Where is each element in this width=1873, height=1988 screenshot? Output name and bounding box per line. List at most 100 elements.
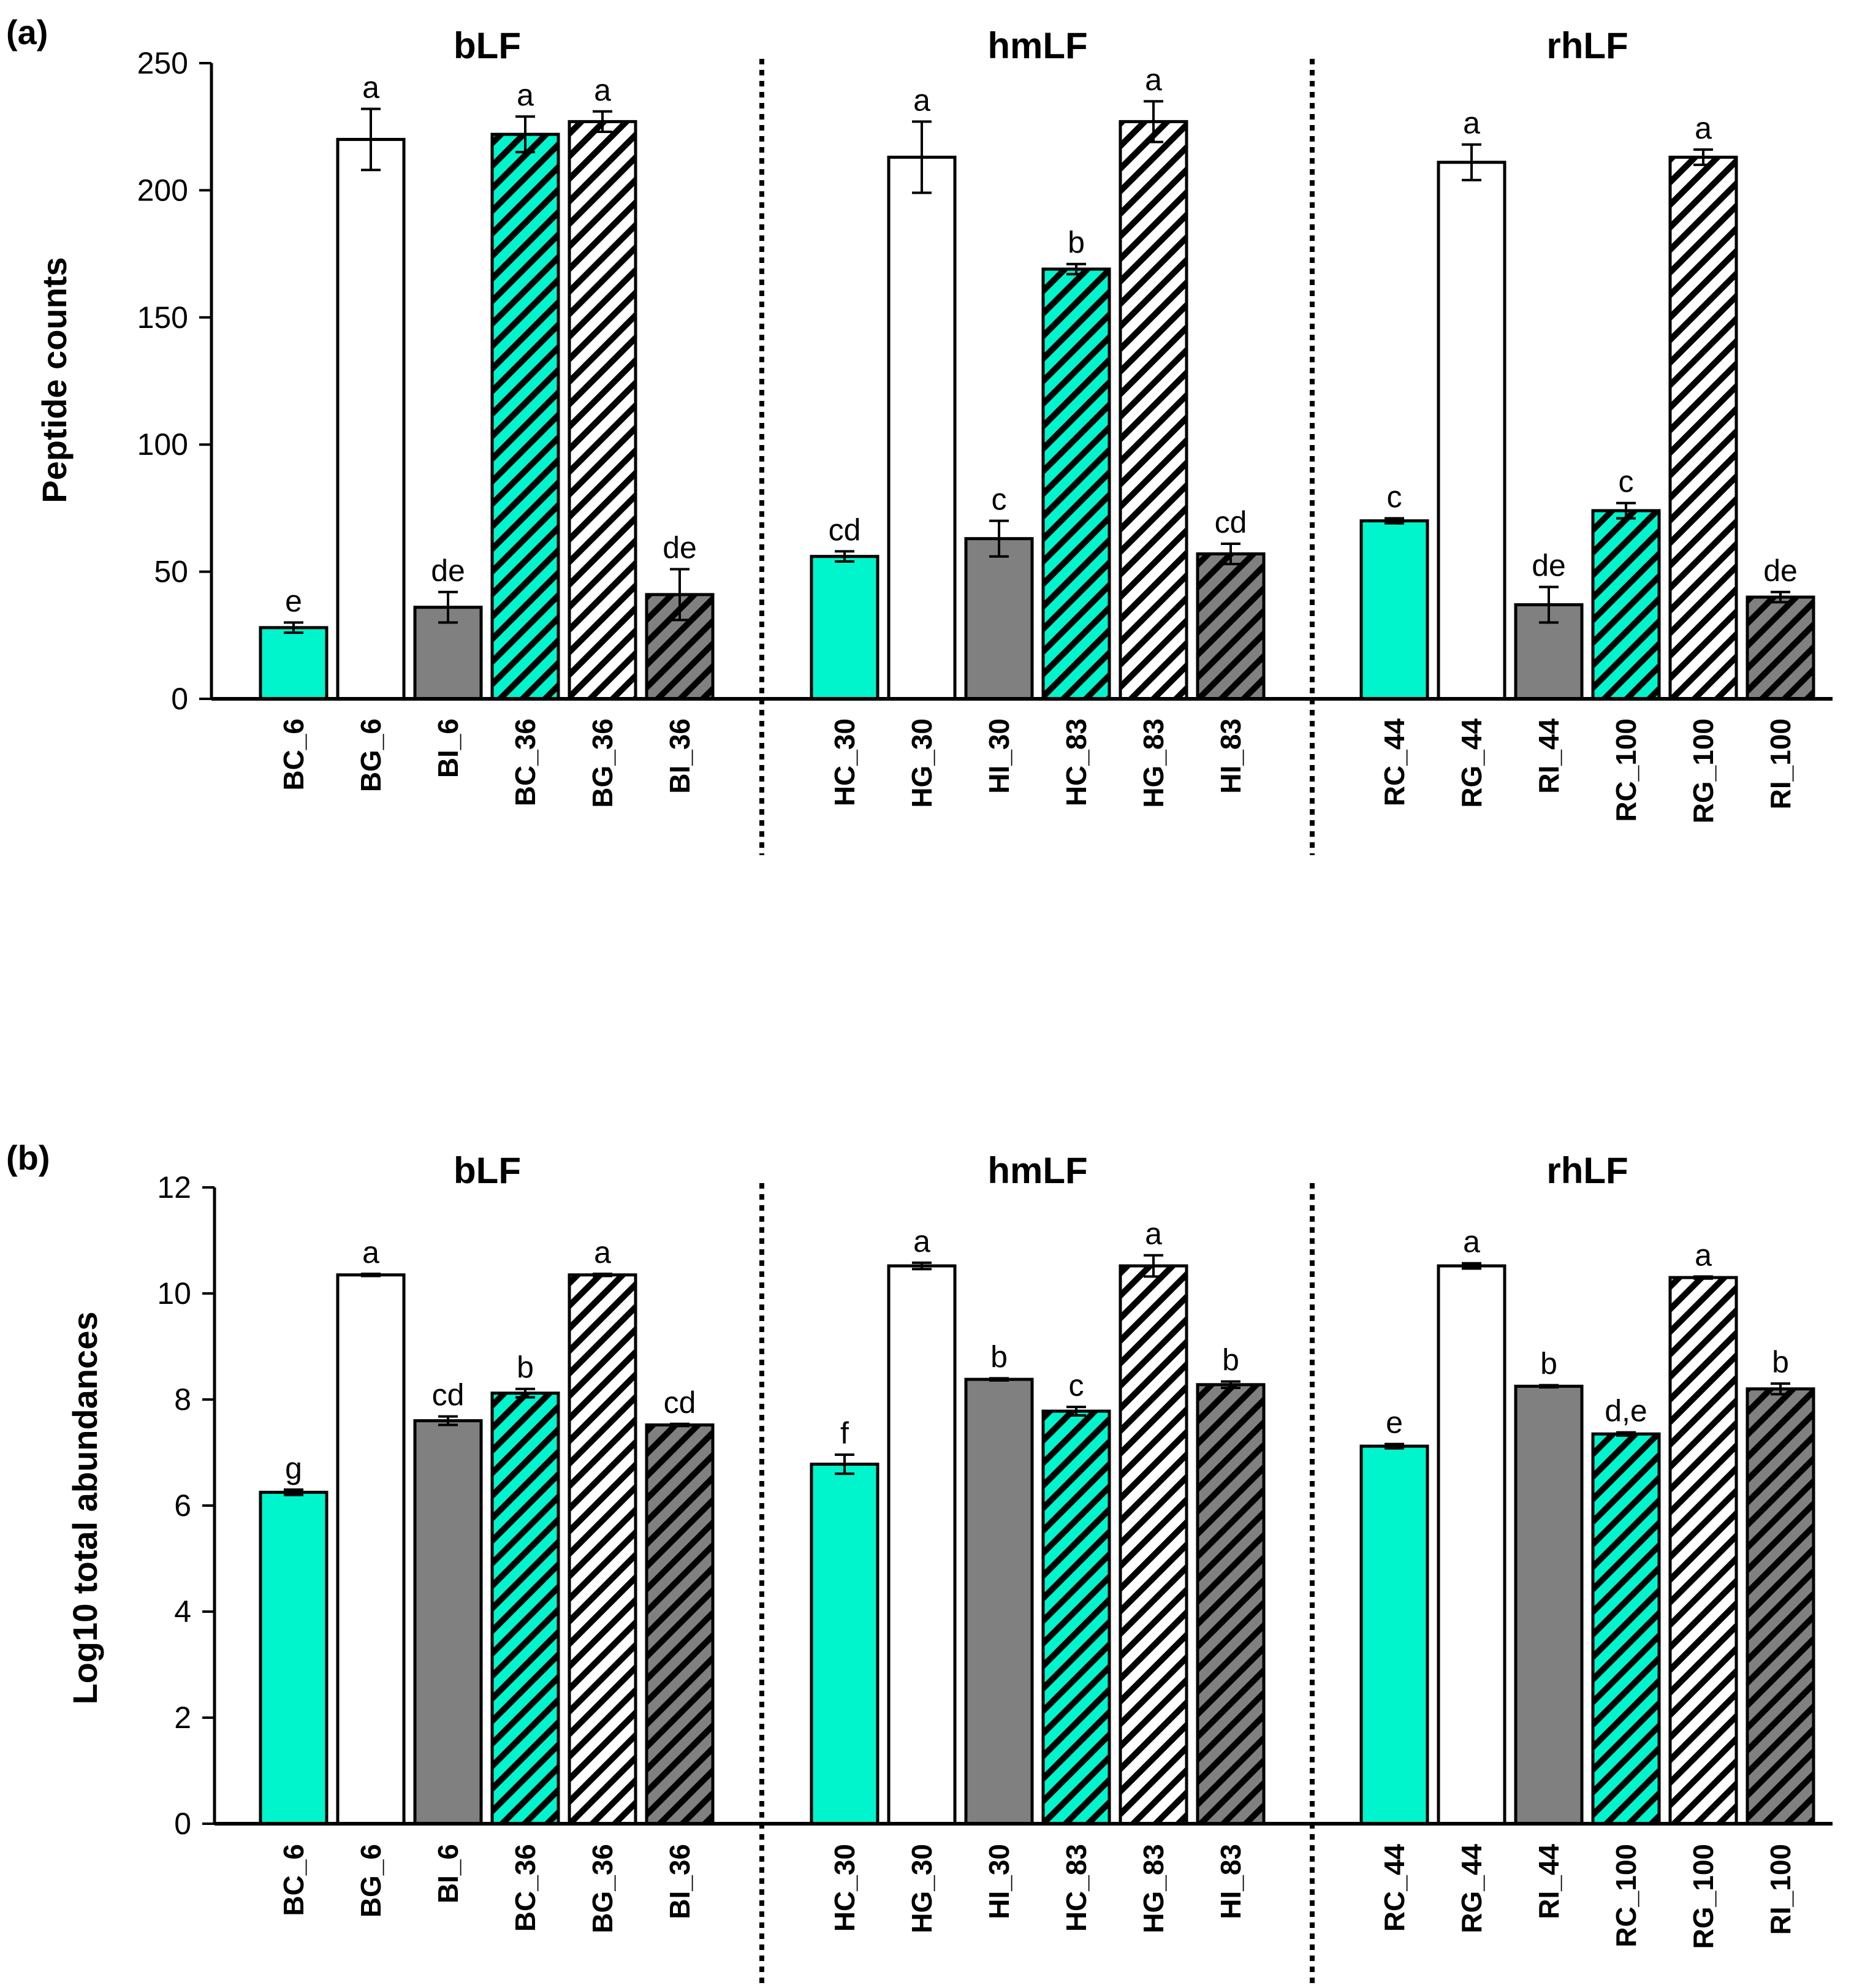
y-tick-label: 150 — [137, 300, 188, 335]
significance-label: c — [1387, 479, 1402, 514]
bar — [810, 555, 880, 701]
significance-label: a — [594, 73, 611, 107]
significance-label: a — [1463, 106, 1480, 140]
significance-label: de — [431, 554, 465, 588]
x-tick-label: RG_100 — [1687, 718, 1719, 823]
bar — [259, 626, 329, 701]
x-tick-label: HG_83 — [1138, 718, 1169, 808]
x-tick-label: HC_30 — [829, 1844, 861, 1932]
bar — [490, 1392, 560, 1826]
significance-label: b — [1540, 1347, 1557, 1381]
significance-label: b — [1068, 226, 1085, 260]
bar — [810, 1463, 880, 1826]
y-tick-label: 0 — [174, 1807, 191, 1841]
significance-label: e — [1386, 1406, 1403, 1440]
bar — [1668, 155, 1738, 701]
bar — [964, 1377, 1034, 1826]
bar — [1591, 1432, 1661, 1826]
bar — [1119, 1264, 1188, 1826]
significance-label: a — [1463, 1225, 1480, 1259]
bar — [568, 120, 637, 701]
significance-label: b — [1222, 1343, 1239, 1377]
bar — [1196, 552, 1266, 701]
x-tick-label: HC_30 — [829, 718, 861, 806]
x-tick-label: BG_6 — [355, 718, 387, 792]
y-tick-label: 200 — [137, 173, 188, 207]
significance-label: de — [663, 530, 697, 565]
bar — [1591, 509, 1661, 701]
y-tick-label: 8 — [174, 1382, 191, 1417]
panel-a: (a) Peptide counts bLF hmLF rhLF 0 50 100 1… — [6, 13, 1833, 855]
significance-label: c — [992, 482, 1007, 517]
x-tick-label: BG_6 — [355, 1844, 387, 1918]
bar — [1196, 1383, 1266, 1826]
panel-label: (a) — [6, 13, 48, 51]
x-tick-label: RC_100 — [1610, 1844, 1642, 1948]
bar — [887, 155, 957, 701]
bar — [336, 137, 406, 701]
significance-label: a — [1695, 1238, 1712, 1272]
group-title: rhLF — [1546, 1150, 1628, 1191]
bar — [1437, 161, 1506, 701]
y-axis-label: Peptide counts — [35, 257, 74, 503]
significance-label: de — [1532, 548, 1566, 582]
x-tick-label: HG_83 — [1138, 1844, 1169, 1933]
significance-label: g — [285, 1451, 302, 1485]
significance-label: a — [1145, 1217, 1162, 1251]
significance-label: a — [913, 1224, 930, 1259]
significance-label: cd — [829, 512, 861, 547]
x-tick-label: HG_30 — [906, 718, 938, 808]
x-tick-label: HI_30 — [983, 1844, 1015, 1919]
bar — [887, 1264, 957, 1826]
group-title: bLF — [454, 1150, 521, 1191]
x-tick-label: BI_6 — [432, 1844, 464, 1903]
significance-label: a — [1695, 111, 1712, 145]
x-tick-label: BI_36 — [664, 1844, 696, 1919]
group-title: hmLF — [987, 1150, 1087, 1191]
x-tick-label: HG_30 — [906, 1844, 938, 1933]
significance-label: cd — [432, 1378, 465, 1412]
y-tick-label: 12 — [157, 1170, 191, 1205]
y-axis-label: Log10 total abundances — [66, 1312, 104, 1705]
x-tick-label: RG_44 — [1456, 1844, 1487, 1933]
significance-label: a — [362, 70, 379, 105]
x-tick-label: RG_44 — [1456, 718, 1487, 808]
significance-label: b — [990, 1339, 1008, 1374]
bar — [1359, 1444, 1429, 1826]
x-tick-label: RI_100 — [1765, 718, 1796, 809]
group-title: bLF — [454, 25, 521, 66]
significance-label: c — [1619, 465, 1634, 499]
significance-label: b — [1772, 1345, 1789, 1379]
significance-label: a — [517, 78, 534, 112]
x-tick-label: RI_44 — [1533, 1844, 1565, 1919]
significance-label: a — [362, 1235, 379, 1270]
y-tick-label: 6 — [174, 1488, 191, 1523]
significance-label: de — [1763, 554, 1798, 588]
significance-label: f — [840, 1416, 849, 1450]
bar — [259, 1490, 329, 1826]
y-tick-label: 10 — [157, 1276, 191, 1311]
y-tick-label: 4 — [174, 1594, 191, 1629]
x-tick-label: BC_6 — [278, 1844, 310, 1916]
x-tick-label: BC_36 — [509, 1844, 541, 1932]
significance-label: d,e — [1605, 1394, 1647, 1428]
y-tick-label: 250 — [137, 46, 188, 80]
bar — [1746, 1387, 1815, 1826]
significance-label: b — [517, 1350, 534, 1385]
bar — [964, 537, 1034, 701]
x-tick-label: RI_100 — [1765, 1844, 1796, 1935]
bar — [490, 132, 560, 701]
x-tick-label: RC_44 — [1378, 1844, 1410, 1932]
x-tick-label: RC_44 — [1378, 718, 1410, 807]
bar — [1359, 519, 1429, 701]
bar — [1668, 1276, 1738, 1826]
x-tick-label: BG_36 — [587, 718, 618, 808]
y-tick-label: 0 — [171, 682, 188, 716]
significance-label: c — [1069, 1368, 1084, 1403]
bar — [1041, 1409, 1111, 1826]
significance-label: cd — [1215, 505, 1247, 539]
significance-label: e — [285, 584, 302, 619]
bar — [1514, 1384, 1584, 1826]
bar — [336, 1273, 406, 1826]
x-tick-label: RC_100 — [1610, 718, 1642, 822]
